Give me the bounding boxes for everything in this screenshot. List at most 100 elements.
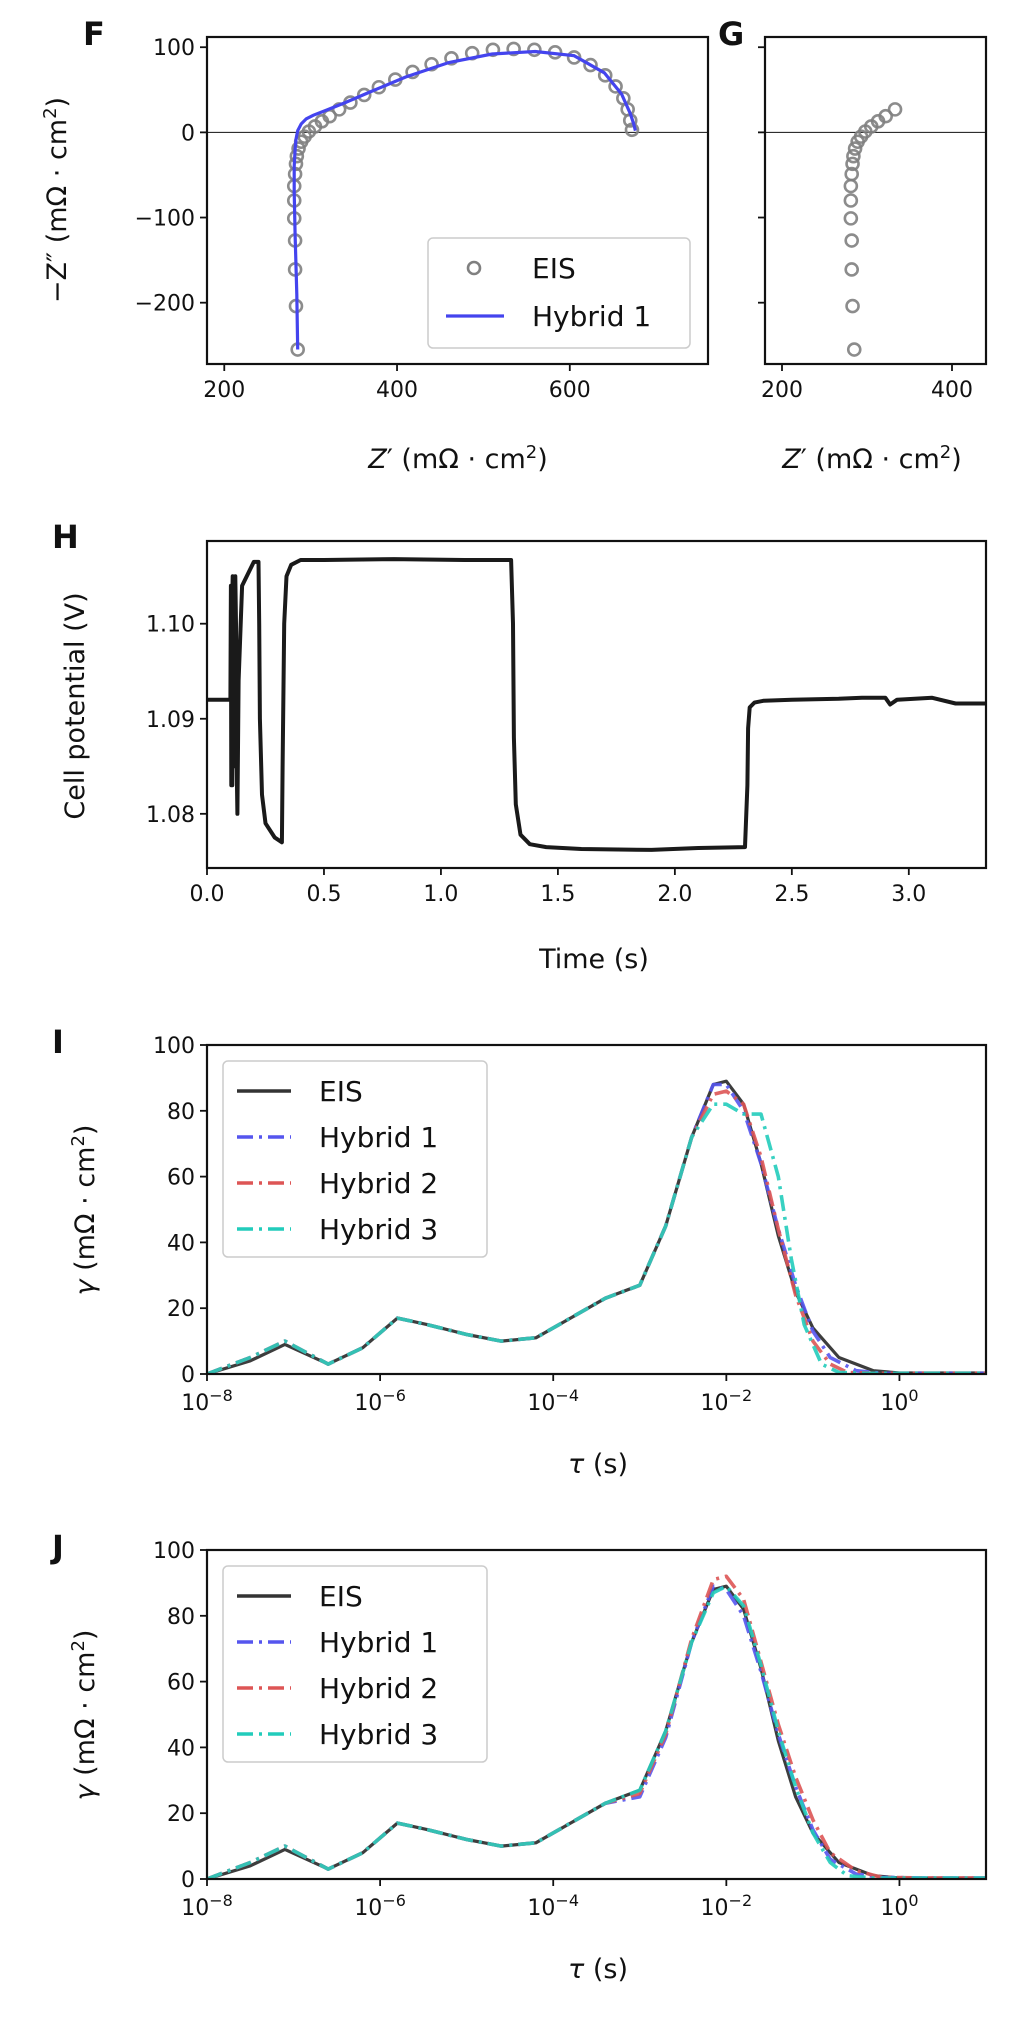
G-plot-area [765, 102, 986, 357]
F-ylabel: −Z″ (mΩ · cm2) [40, 97, 74, 303]
I-ytick-label-4: 80 [167, 1100, 195, 1125]
F-eis-point-9 [289, 148, 305, 164]
J-ytick-label-2: 40 [167, 1736, 195, 1761]
F-legend [427, 237, 691, 349]
F-eis-point-10 [291, 141, 306, 156]
J-legend-label-0: EIS [319, 1580, 363, 1613]
H-xtick-label-4: 2.0 [657, 882, 692, 907]
F-eis-point-23 [424, 56, 439, 72]
G-eis-point-1 [845, 298, 860, 314]
F-plot-area [207, 41, 708, 357]
F-eis-point-28 [527, 42, 542, 58]
I-legend-label-2: Hybrid 2 [319, 1167, 438, 1200]
J-frame [205, 1548, 988, 1881]
H-xlabel: Time (s) [538, 944, 649, 975]
G-eis-point-4 [843, 211, 859, 226]
H-ylabel: Cell potential (V) [60, 592, 91, 819]
F-ytick-label-3: −200 [135, 292, 195, 317]
G-eis-point-2 [844, 262, 860, 277]
F-eis-point-27 [506, 41, 521, 57]
I-xtick-label-2: 10−4 [527, 1386, 579, 1417]
F-eis-point-37 [624, 122, 640, 138]
F-xtick-label-2: 600 [549, 378, 591, 403]
H-frame [205, 539, 988, 870]
F-legend-marker-eis [466, 260, 482, 276]
J-legend-label-3: Hybrid 3 [319, 1718, 438, 1751]
J-plot-area [207, 1574, 986, 1879]
F-frame [205, 35, 710, 366]
F-eis-point-31 [583, 57, 598, 73]
panel-label-I: I [52, 1023, 64, 1061]
I-xtick-label-3: 10−2 [701, 1386, 753, 1417]
I-frame [205, 1043, 988, 1376]
F-hybrid1-line [292, 49, 637, 350]
panel-label-H: H [52, 518, 79, 556]
G-eis-point-17 [887, 102, 903, 117]
I-xlabel: τ (s) [568, 1449, 628, 1480]
F-xlabel: Z′ (mΩ · cm2) [367, 442, 548, 476]
G-eis-point-10 [847, 141, 863, 156]
F-eis-point-32 [597, 68, 613, 83]
F-ytick-label-0: 100 [153, 36, 195, 61]
J-ytick-label-1: 20 [167, 1802, 195, 1827]
G-xtick-label-1: 400 [931, 378, 973, 403]
I-ytick-label-1: 20 [167, 1297, 195, 1322]
H-ytick-label-1: 1.09 [146, 708, 195, 733]
J-xtick-label-3: 10−2 [701, 1891, 753, 1922]
panel-label-J: J [50, 1528, 64, 1566]
F-xtick-label-1: 400 [376, 378, 418, 403]
G-eis-point-16 [878, 108, 894, 124]
F-eis-point-26 [485, 42, 501, 58]
F-eis-point-19 [356, 87, 372, 103]
H-potential-line [207, 557, 986, 852]
G-eis-point-5 [843, 193, 859, 208]
H-ytick-label-0: 1.08 [146, 803, 195, 828]
I-legend-label-3: Hybrid 3 [319, 1213, 438, 1246]
J-legend-label-2: Hybrid 2 [319, 1672, 438, 1705]
I-xtick-label-4: 100 [880, 1386, 918, 1417]
F-eis-point-33 [608, 79, 623, 94]
H-xtick-label-5: 2.5 [774, 882, 809, 907]
G-eis-point-8 [845, 156, 860, 172]
J-ytick-label-0: 0 [181, 1868, 195, 1893]
J-xlabel: τ (s) [568, 1954, 628, 1985]
H-xtick-label-2: 1.0 [423, 882, 458, 907]
J-ylabel: γ (mΩ · cm2) [68, 1630, 102, 1801]
I-ylabel: γ (mΩ · cm2) [68, 1125, 102, 1296]
J-xtick-label-1: 10−6 [354, 1891, 406, 1922]
J-xtick-label-4: 100 [880, 1891, 918, 1922]
F-ytick-label-2: −100 [135, 207, 195, 232]
H-xtick-label-3: 1.5 [540, 882, 575, 907]
I-ytick-label-3: 60 [167, 1166, 195, 1191]
I-xtick-label-1: 10−6 [354, 1386, 406, 1417]
J-ytick-label-3: 60 [167, 1671, 195, 1696]
H-xtick-label-1: 0.5 [306, 882, 341, 907]
I-ytick-label-2: 40 [167, 1231, 195, 1256]
F-legend-label-hybrid1: Hybrid 1 [532, 300, 651, 333]
J-xtick-label-2: 10−4 [527, 1891, 579, 1922]
H-xtick-label-6: 3.0 [891, 882, 926, 907]
I-ytick-label-0: 0 [181, 1363, 195, 1388]
G-eis-point-3 [844, 233, 860, 248]
J-ytick-label-5: 100 [153, 1539, 195, 1564]
I-legend [222, 1060, 488, 1258]
G-xtick-label-0: 200 [761, 378, 803, 403]
G-eis-point-0 [846, 342, 862, 357]
G-eis-point-6 [843, 178, 859, 194]
G-eis-point-9 [846, 148, 861, 164]
J-ytick-label-4: 80 [167, 1605, 195, 1630]
G-xlabel: Z′ (mΩ · cm2) [781, 442, 962, 476]
F-ytick-label-1: 0 [181, 121, 195, 146]
panel-label-G: G [718, 15, 744, 53]
G-eis-point-7 [844, 166, 860, 182]
I-legend-label-1: Hybrid 1 [319, 1121, 438, 1154]
I-series-3-line [207, 1102, 986, 1374]
F-eis-point-24 [444, 50, 459, 66]
H-plot-area [207, 557, 986, 852]
I-plot-area [207, 1079, 986, 1374]
I-legend-label-0: EIS [319, 1075, 363, 1108]
H-xtick-label-0: 0.0 [190, 882, 225, 907]
J-legend [222, 1565, 488, 1763]
J-xtick-label-0: 10−8 [181, 1891, 233, 1922]
